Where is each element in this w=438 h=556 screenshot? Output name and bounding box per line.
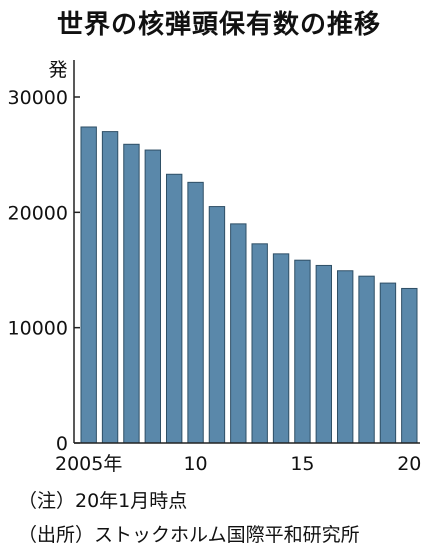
bar-2006 [101,131,119,444]
y-axis-unit-label: 発 [48,59,67,81]
bar-2017 [336,270,354,444]
bar-2009 [165,173,183,444]
bar-2008 [144,149,162,444]
x-tick-label: 2005年 [55,453,122,475]
y-tick-label: 20000 [8,202,68,224]
x-tick-label: 15 [290,453,314,475]
x-tick-label: 20 [397,453,421,475]
bar-2019 [379,282,397,444]
footnote-source: （出所）ストックホルム国際平和研究所 [18,524,360,546]
bar-2015 [294,259,311,444]
y-tick-label: 30000 [8,87,68,109]
x-axis: 2005年 10 15 20 [55,442,421,475]
footnote-date: （注）20年1月時点 [18,490,188,512]
x-tick-label: 10 [183,453,207,475]
bar-2007 [123,143,140,444]
y-axis: 発 0 10000 20000 30000 [8,59,80,455]
bar-2005 [80,126,97,444]
chart-title: 世界の核弾頭保有数の推移 [56,10,381,40]
bar-2014 [272,253,290,444]
bar-2012 [230,223,247,444]
bars [80,126,418,444]
bar-2020 [401,287,418,444]
bar-2011 [208,206,226,444]
y-tick-label: 10000 [8,318,68,340]
bar-2016 [315,264,333,444]
bar-2018 [358,275,375,444]
bar-2010 [187,181,204,444]
y-tick-label: 0 [56,433,68,455]
bar-2013 [251,243,268,444]
